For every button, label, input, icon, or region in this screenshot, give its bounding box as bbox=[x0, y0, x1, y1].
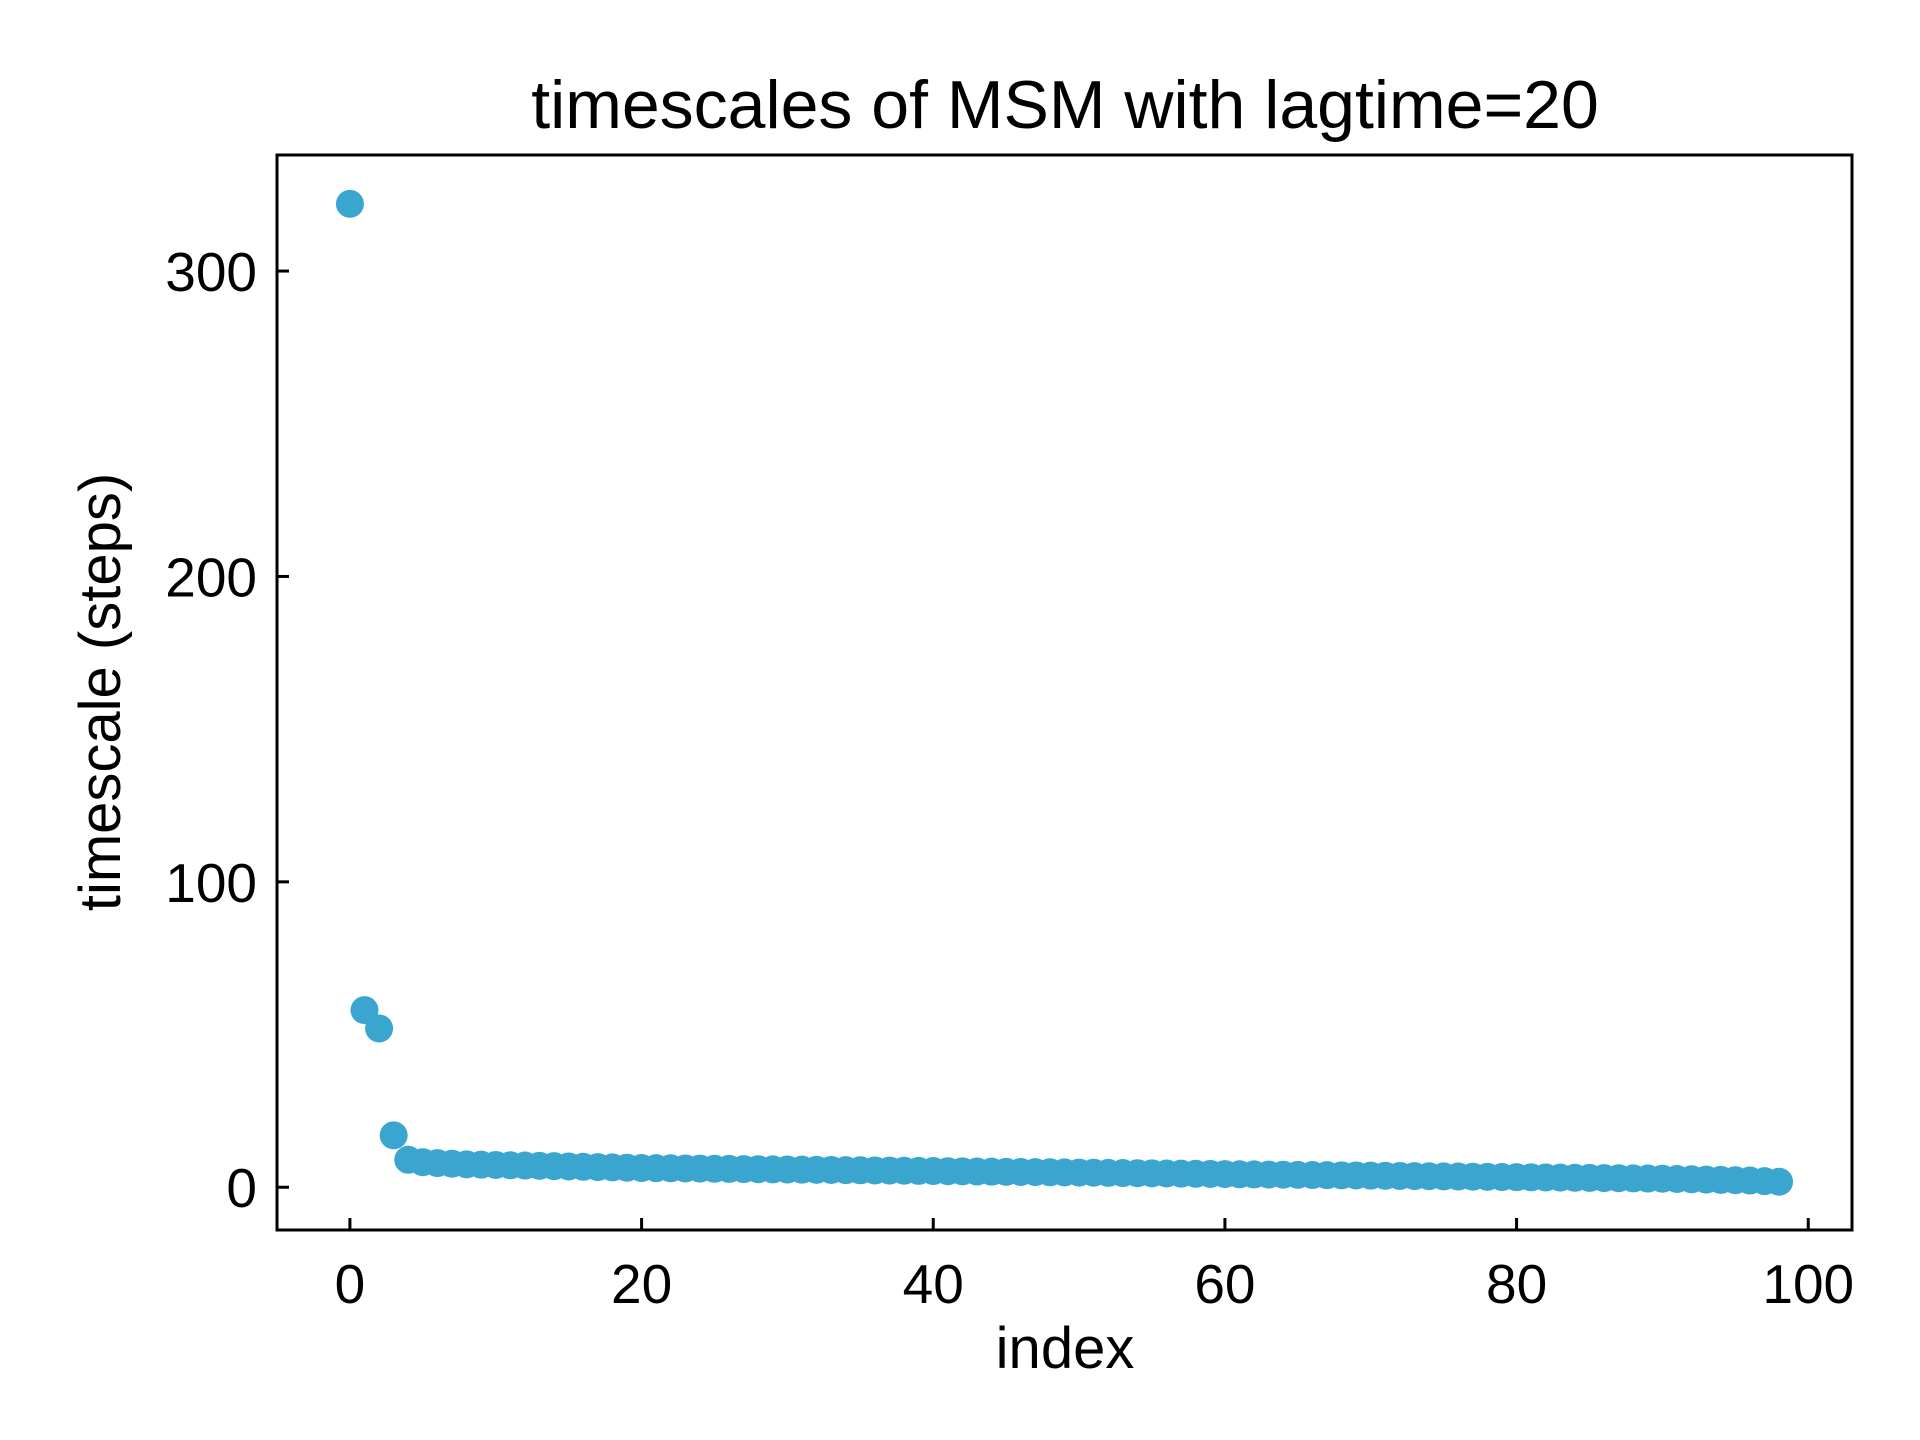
x-axis-label: index bbox=[996, 1316, 1135, 1381]
chart-title: timescales of MSM with lagtime=20 bbox=[531, 67, 1599, 143]
axes-frame bbox=[275, 153, 1854, 1232]
data-point bbox=[1765, 1167, 1794, 1196]
data-point bbox=[379, 1121, 408, 1150]
data-point bbox=[365, 1014, 394, 1043]
y-tick-label: 0 bbox=[226, 1157, 257, 1219]
data-points bbox=[335, 189, 1794, 1196]
plot-area: 0 20 40 60 80 100 0 100 200 300 bbox=[165, 153, 1854, 1315]
y-tick-label: 300 bbox=[165, 241, 257, 303]
x-tick-label: 20 bbox=[611, 1253, 672, 1315]
y-axis-label: timescale (steps) bbox=[68, 473, 133, 911]
y-tick-label: 100 bbox=[165, 852, 257, 914]
data-point bbox=[335, 189, 364, 218]
x-tick-label: 100 bbox=[1762, 1253, 1854, 1315]
x-tick-label: 0 bbox=[335, 1253, 366, 1315]
y-tick-label: 200 bbox=[165, 546, 257, 608]
x-ticks: 0 20 40 60 80 100 bbox=[335, 1218, 1854, 1315]
y-ticks: 0 100 200 300 bbox=[165, 241, 289, 1219]
x-tick-label: 80 bbox=[1486, 1253, 1547, 1315]
x-tick-label: 60 bbox=[1194, 1253, 1255, 1315]
x-tick-label: 40 bbox=[903, 1253, 964, 1315]
